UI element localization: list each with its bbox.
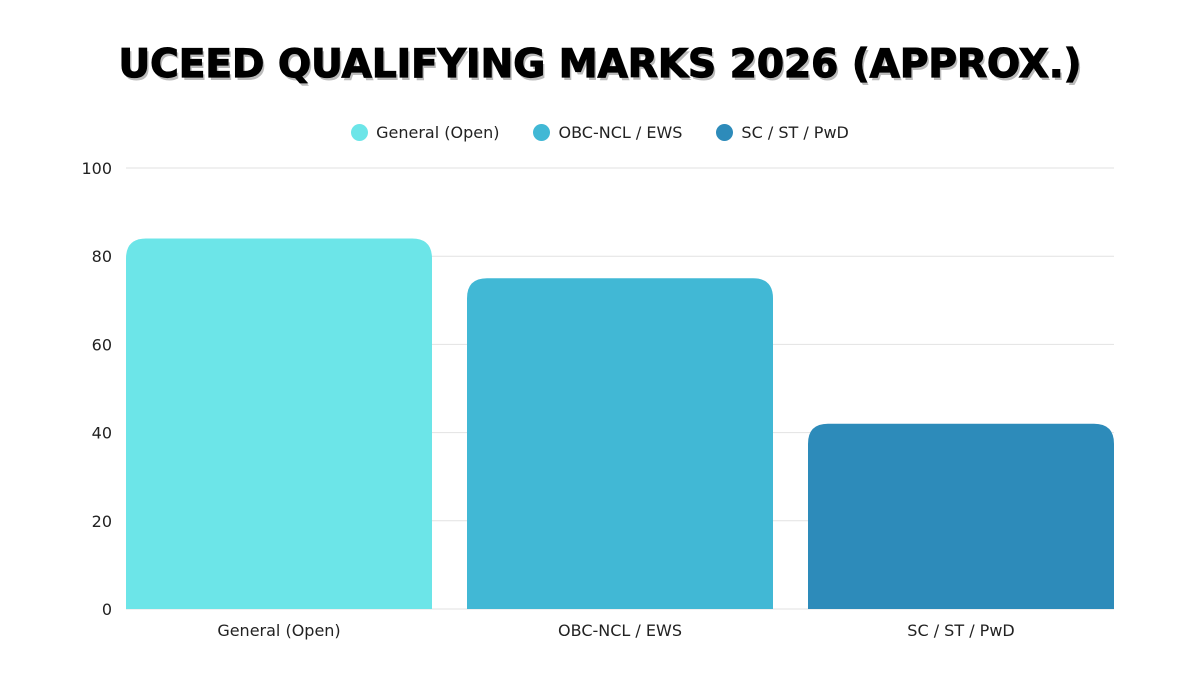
y-tick-label: 100 bbox=[81, 159, 112, 178]
legend-swatch bbox=[716, 124, 734, 141]
y-tick-label: 80 bbox=[92, 247, 112, 266]
legend-item-obc: OBC-NCL / EWS bbox=[533, 123, 682, 142]
chart-title: UCEED QUALIFYING MARKS 2026 (APPROX.) bbox=[118, 41, 1082, 87]
legend-swatch bbox=[351, 124, 369, 141]
x-tick-label: General (Open) bbox=[217, 621, 340, 640]
legend: General (Open) OBC-NCL / EWS SC / ST / P… bbox=[0, 123, 1200, 142]
x-tick-label: OBC-NCL / EWS bbox=[558, 621, 682, 640]
y-tick-label: 40 bbox=[92, 424, 112, 443]
legend-label: General (Open) bbox=[376, 123, 500, 142]
x-tick-label: SC / ST / PwD bbox=[907, 621, 1014, 640]
y-tick-label: 0 bbox=[102, 600, 112, 619]
y-tick-label: 20 bbox=[92, 512, 112, 531]
y-tick-label: 60 bbox=[92, 335, 112, 354]
legend-label: OBC-NCL / EWS bbox=[558, 123, 683, 142]
legend-swatch bbox=[533, 124, 551, 141]
legend-item-sc-st: SC / ST / PwD bbox=[716, 123, 849, 142]
legend-item-general: General (Open) bbox=[351, 123, 499, 142]
legend-label: SC / ST / PwD bbox=[741, 123, 849, 142]
bar-2 bbox=[467, 278, 773, 609]
bar-3 bbox=[808, 423, 1114, 609]
bar-1 bbox=[126, 238, 432, 609]
